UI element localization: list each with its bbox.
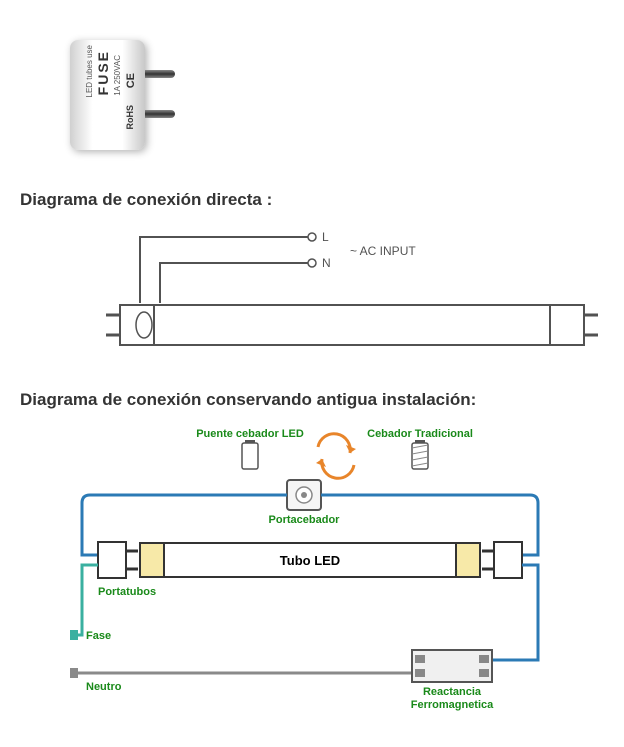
label-portatubos: Portatubos <box>98 586 156 598</box>
label-L: L <box>322 230 329 244</box>
fuse-pin <box>145 70 175 78</box>
heading-direct-connection: Diagrama de conexión directa : <box>20 190 604 210</box>
fuse-starter-image: LED tubes use FUSE 1A 250VAC CE RoHS <box>40 20 220 175</box>
neutro-terminal <box>70 668 78 678</box>
label-tubo-led: Tubo LED <box>280 553 340 568</box>
label-N: N <box>322 256 331 270</box>
led-starter-icon <box>242 440 258 469</box>
label-reactancia: Reactancia <box>423 686 482 698</box>
fuse-subtext: LED tubes use <box>85 45 94 97</box>
label-portacebador: Portacebador <box>269 514 341 526</box>
label-puente-cebador: Puente cebador LED <box>196 428 304 440</box>
fuse-ce-mark: CE <box>125 73 137 88</box>
tube-holder-right <box>482 542 522 578</box>
swap-arrows-icon <box>316 434 356 479</box>
wire-fase <box>76 565 98 635</box>
fuse-rohs-mark: RoHS <box>125 105 135 130</box>
heading-retrofit-connection: Diagrama de conexión conservando antigua… <box>20 390 604 410</box>
fuse-main-label: FUSE <box>95 50 111 95</box>
label-neutro: Neutro <box>86 681 122 693</box>
fuse-spec: 1A 250VAC <box>113 55 122 96</box>
starter-holder <box>287 480 321 510</box>
wire-blue-right <box>492 565 538 660</box>
label-fase: Fase <box>86 630 111 642</box>
diagram-direct-connection: L N ~ AC INPUT <box>20 225 604 365</box>
tube-holder-left <box>98 542 138 578</box>
diagram-retrofit-connection: Puente cebador LED Cebador Tradicional P… <box>20 425 604 715</box>
label-ferromagnetica: Ferromagnetica <box>411 699 494 711</box>
fase-terminal <box>70 630 78 640</box>
ballast <box>412 650 492 682</box>
label-ac-input: ~ AC INPUT <box>350 244 416 258</box>
label-cebador-tradicional: Cebador Tradicional <box>367 428 473 440</box>
traditional-starter-icon <box>412 440 428 469</box>
fuse-pin <box>145 110 175 118</box>
led-tube <box>106 305 598 345</box>
